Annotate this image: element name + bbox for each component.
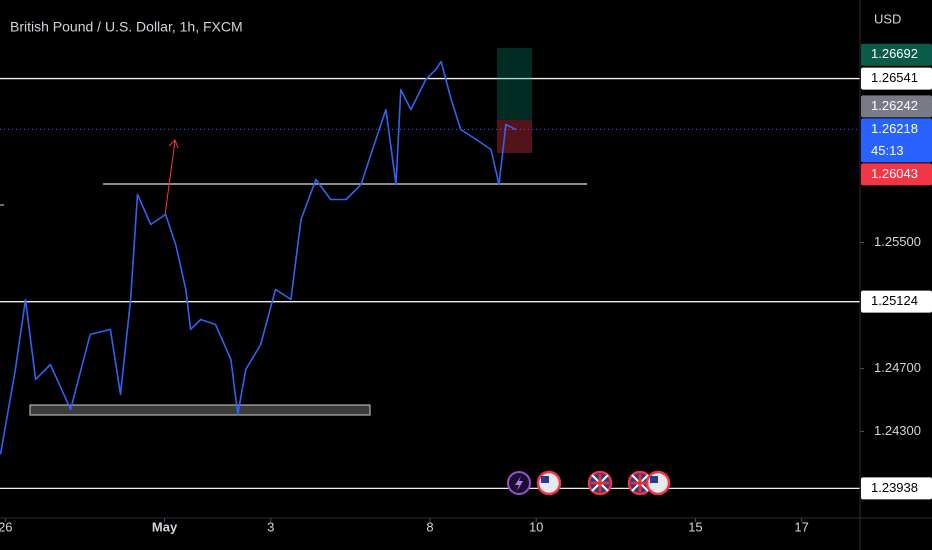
price-tag-label: 1.26043 — [871, 166, 918, 181]
x-tick-label: 10 — [529, 519, 543, 534]
chart-title: British Pound / U.S. Dollar, 1h, FXCM — [10, 19, 243, 35]
price-tag — [861, 477, 932, 500]
x-tick-label: May — [152, 519, 178, 534]
currency: USD — [874, 11, 901, 26]
y-tick-label: 1.25500 — [874, 234, 921, 249]
price-tag-label: 1.26692 — [871, 46, 918, 61]
flag-part — [541, 476, 549, 483]
price-tag — [861, 67, 932, 90]
price-tag — [861, 163, 932, 186]
price-tag — [861, 95, 932, 118]
price-tag-label: 1.26541 — [871, 70, 918, 85]
events — [507, 470, 671, 496]
y-tick-label: 1.24700 — [874, 360, 921, 375]
arrow — [164, 140, 176, 216]
countdown: 45:13 — [871, 143, 904, 158]
price-tag — [861, 43, 932, 66]
support-zone — [29, 404, 371, 416]
price-tag — [861, 118, 932, 163]
x-tick-label: 3 — [267, 519, 274, 534]
y-tick-label: 1.24300 — [874, 423, 921, 438]
price-tag — [861, 290, 932, 313]
price-tag-label: 1.26242 — [871, 98, 918, 113]
axis-header — [861, 0, 932, 36]
flag-part — [650, 476, 658, 483]
x-tick-label: 17 — [794, 519, 808, 534]
flag-part — [591, 474, 609, 492]
lightning — [515, 476, 523, 491]
price-tag-label: 1.23938 — [871, 480, 918, 495]
position-loss — [497, 120, 532, 153]
price-tag-label: 1.25124 — [871, 293, 918, 308]
x-tick-label: 26 — [0, 519, 13, 534]
price-line — [0, 60, 517, 455]
position-profit — [497, 48, 532, 120]
price-tag-label: 1.26218 — [871, 121, 918, 136]
x-tick-label: 8 — [426, 519, 433, 534]
x-tick-label: 15 — [688, 519, 702, 534]
arrow-head — [168, 139, 179, 149]
